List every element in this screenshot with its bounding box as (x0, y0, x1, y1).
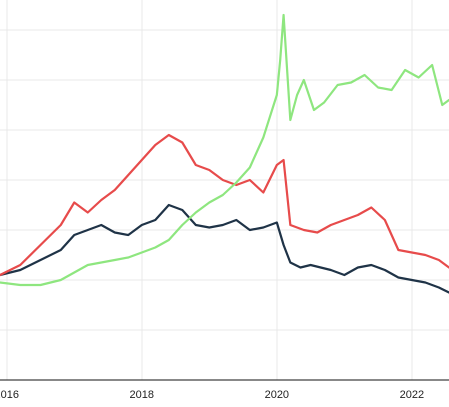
x-tick-label-2016: 2016 (0, 389, 19, 401)
series-line-3 (0, 13, 449, 287)
x-tick-label-2018: 2018 (130, 389, 154, 401)
series-layer (0, 13, 449, 294)
grid-layer (0, 0, 449, 380)
x-tick-label-2022: 2022 (400, 389, 424, 401)
series-line-1 (0, 203, 449, 294)
tick-layer: 2016 2018 2020 2022 (0, 389, 424, 401)
series-line-2 (0, 133, 449, 277)
x-tick-label-2020: 2020 (265, 389, 289, 401)
